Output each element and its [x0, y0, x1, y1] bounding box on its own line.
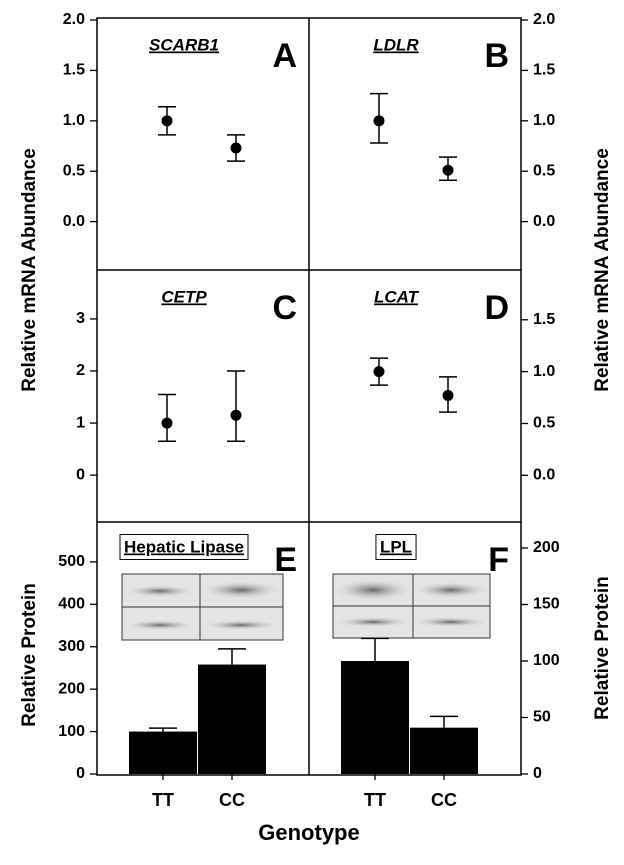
point	[373, 366, 385, 378]
point	[442, 164, 454, 176]
bar	[198, 664, 266, 774]
y-tick-label: 0.0	[533, 213, 555, 230]
blot-band	[413, 582, 489, 598]
y-tick-label: 2.0	[63, 11, 85, 28]
blot-band	[413, 617, 489, 627]
blot-e	[121, 573, 284, 641]
blot-f	[332, 573, 491, 639]
point	[230, 142, 242, 154]
y-tick-label: 300	[58, 638, 85, 655]
y-tick-label: 3	[76, 310, 85, 327]
panel-title: LDLR	[373, 35, 419, 54]
y-tick-label: 0.5	[533, 415, 555, 432]
panel-letter: A	[272, 37, 297, 75]
y-tick-label: 2	[76, 362, 85, 379]
y-tick-label: 1.5	[63, 62, 85, 79]
y-axis-title: Relative mRNA Abundance	[19, 148, 40, 392]
y-tick-label: 0	[76, 466, 85, 483]
bar	[341, 660, 409, 774]
y-tick-label: 50	[533, 709, 551, 726]
frames	[96, 17, 522, 776]
y-tick-label: 100	[533, 652, 560, 669]
y-axis-title: Relative mRNA Abundance	[592, 148, 613, 392]
y-tick-label: 0	[76, 765, 85, 782]
panel-title: Hepatic Lipase	[124, 537, 244, 556]
y-tick-label: 0.5	[63, 162, 85, 179]
y-axis-title: Relative Protein	[19, 583, 40, 727]
y-tick-label: 200	[533, 539, 560, 556]
y-tick-label: 400	[58, 596, 85, 613]
bar	[410, 727, 478, 774]
point	[373, 115, 385, 127]
x-tick-label: TT	[152, 790, 174, 810]
y-tick-label: 0.0	[533, 467, 555, 484]
blot-band	[333, 579, 413, 601]
blot-band	[203, 620, 279, 630]
x-axis-title: Genotype	[258, 820, 359, 845]
y-tick-label: 1.0	[63, 112, 85, 129]
title-box	[119, 533, 249, 560]
panel-letter: B	[484, 37, 509, 75]
blot-band	[201, 581, 281, 599]
y-tick-label: 1.0	[533, 112, 555, 129]
y-tick-label: 0.5	[533, 162, 555, 179]
x-tick-label: CC	[219, 790, 245, 810]
panel-letter: F	[488, 541, 509, 579]
y-axis-title: Relative Protein	[592, 576, 613, 720]
blot-band	[125, 620, 195, 630]
point	[230, 409, 242, 421]
bar	[129, 731, 197, 774]
y-tick-label: 0.0	[63, 213, 85, 230]
y-tick-label: 1.0	[533, 363, 555, 380]
y-tick-label: 1	[76, 414, 85, 431]
y-tick-label: 150	[533, 596, 560, 613]
y-tick-label: 200	[58, 680, 85, 697]
panel-title: LPL	[380, 537, 412, 556]
panel-title: CETP	[161, 287, 207, 306]
y-tick-label: 500	[58, 553, 85, 570]
point	[161, 417, 173, 429]
title-box	[375, 533, 417, 560]
blot-band	[125, 585, 195, 597]
point	[161, 115, 173, 127]
x-tick-label: CC	[431, 790, 457, 810]
panel-letter: C	[272, 289, 297, 327]
y-tick-label: 1.5	[533, 62, 555, 79]
blot-band	[335, 617, 411, 627]
panel-letter: D	[484, 289, 509, 327]
panel-letter: E	[274, 541, 297, 579]
point	[442, 389, 454, 401]
y-tick-label: 2.0	[533, 11, 555, 28]
y-tick-label: 100	[58, 723, 85, 740]
y-tick-label: 0	[533, 765, 542, 782]
panel-title: LCAT	[374, 287, 420, 306]
panel-title: SCARB1	[149, 35, 219, 54]
y-tick-label: 1.5	[533, 311, 555, 328]
x-tick-label: TT	[364, 790, 386, 810]
